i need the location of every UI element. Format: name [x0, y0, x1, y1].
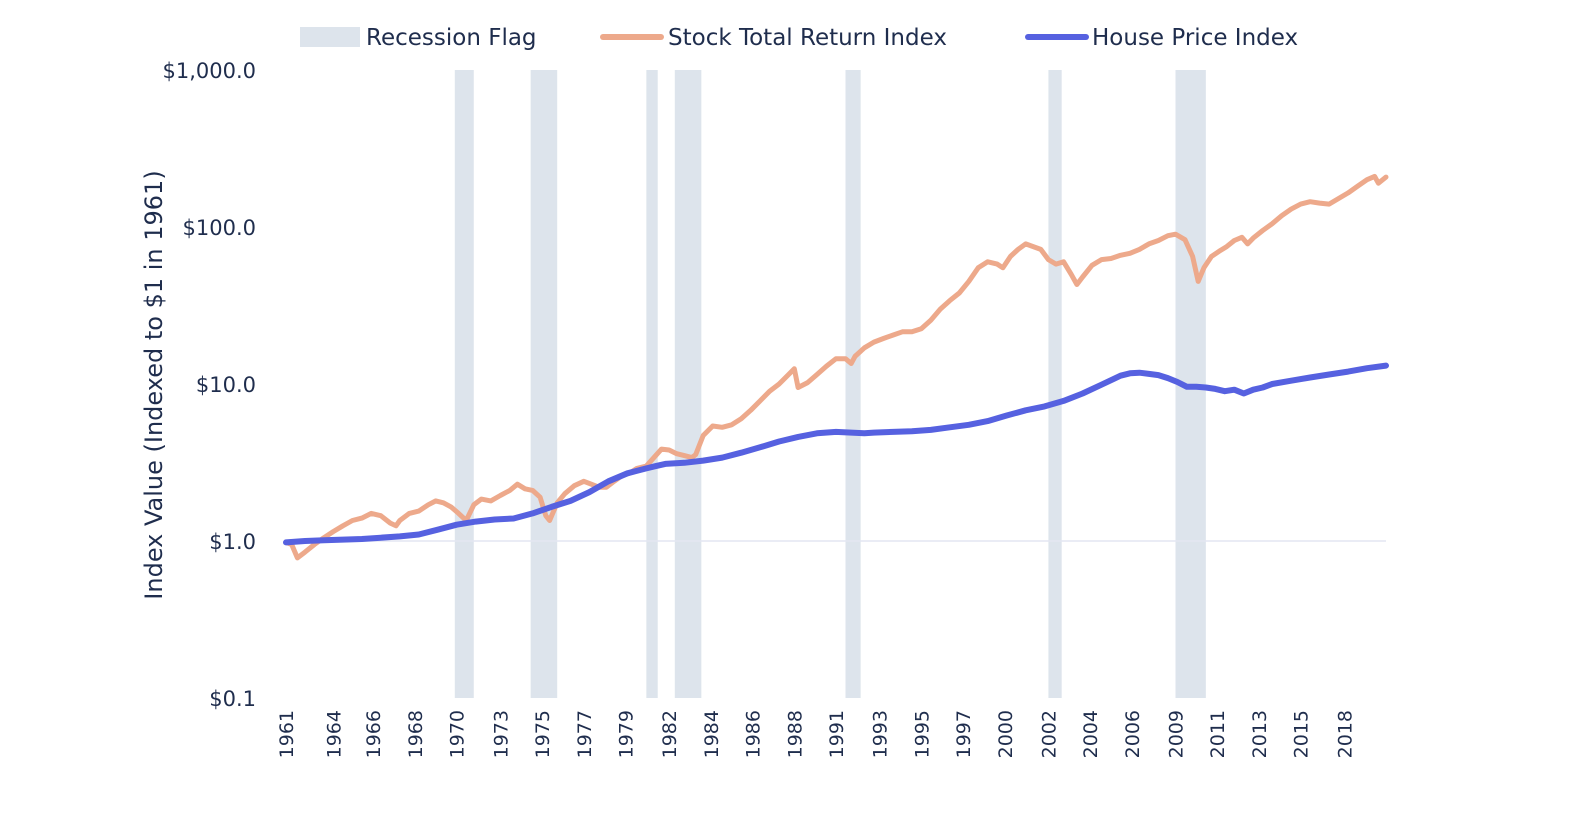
x-axis-ticks: 1961 1964 1966 1968 1970 1973 1975 1977 1979 1982…	[276, 710, 1356, 758]
house-price-line	[283, 362, 1389, 546]
y-tick-label: $10.0	[196, 373, 256, 397]
legend-label-recession: Recession Flag	[366, 25, 537, 51]
x-tick-label: 2000	[995, 710, 1017, 758]
recession-band-5	[1048, 70, 1062, 698]
x-tick-label: 1973	[490, 710, 512, 758]
recession-band-3	[674, 70, 702, 698]
x-tick-label: 2018	[1334, 710, 1356, 758]
y-tick-label: $1.0	[209, 530, 256, 554]
x-tick-label: 1993	[870, 710, 892, 758]
y-axis-label: Index Value (Indexed to $1 in 1961)	[140, 170, 168, 599]
x-tick-label: 1961	[276, 710, 298, 758]
x-tick-label: 2006	[1122, 710, 1144, 758]
series-lines	[283, 173, 1389, 561]
legend: Recession Flag Stock Total Return Index …	[300, 25, 1298, 51]
x-tick-label: 1988	[784, 710, 806, 758]
legend-label-stock: Stock Total Return Index	[668, 25, 947, 51]
x-tick-label: 1975	[532, 710, 554, 758]
x-tick-label: 2004	[1080, 710, 1102, 758]
x-tick-label: 1968	[405, 710, 427, 758]
x-tick-label: 2013	[1249, 710, 1271, 758]
recession-band-0	[454, 70, 474, 698]
x-tick-label: 1995	[911, 710, 933, 758]
x-tick-label: 1982	[659, 710, 681, 758]
x-tick-label: 2015	[1291, 710, 1313, 758]
recession-band-4	[845, 70, 861, 698]
x-tick-label: 1991	[826, 710, 848, 758]
x-tick-label: 2011	[1207, 710, 1229, 758]
y-tick-label: $1,000.0	[162, 59, 256, 83]
recession-band-1	[530, 70, 558, 698]
stock-total-return-line	[283, 173, 1389, 561]
x-tick-label: 1984	[701, 710, 723, 758]
y-tick-label: $100.0	[183, 216, 256, 240]
x-tick-label: 1966	[363, 710, 385, 758]
recession-bands	[454, 70, 1206, 698]
x-tick-label: 2002	[1038, 710, 1060, 758]
x-tick-label: 1997	[953, 710, 975, 758]
legend-label-house: House Price Index	[1092, 25, 1298, 51]
x-tick-label: 1964	[323, 710, 345, 758]
y-axis-ticks: $0.1 $1.0 $10.0 $100.0 $1,000.0	[162, 59, 256, 711]
x-tick-label: 1979	[615, 710, 637, 758]
x-tick-label: 1977	[574, 710, 596, 758]
y-tick-label: $0.1	[209, 687, 256, 711]
recession-band-2	[646, 70, 658, 698]
x-tick-label: 1986	[743, 710, 765, 758]
x-tick-label: 2009	[1165, 710, 1187, 758]
legend-swatch-recession	[300, 27, 360, 47]
x-tick-label: 1970	[447, 710, 469, 758]
